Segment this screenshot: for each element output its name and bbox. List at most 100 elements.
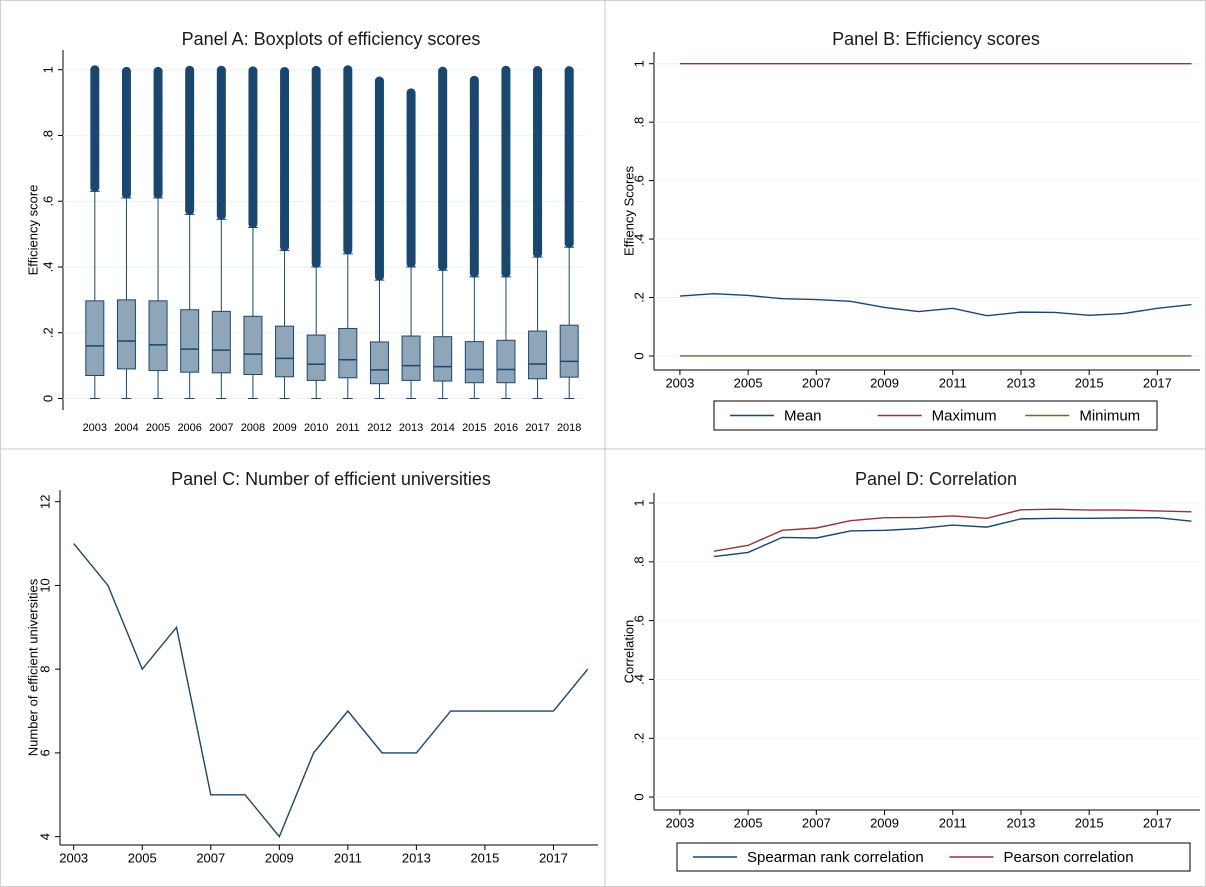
x-tick-label: 2007: [209, 422, 233, 434]
box: [306, 334, 326, 381]
y-tick-label: .2: [631, 733, 646, 744]
y-tick-label: .8: [631, 556, 646, 567]
x-tick-label: 2012: [367, 422, 391, 434]
x-tick-label: 2017: [1143, 815, 1172, 830]
outliers: [564, 66, 574, 248]
y-tick-label: .2: [631, 292, 646, 303]
outliers: [343, 65, 353, 255]
y-tick-label: 8: [37, 666, 52, 673]
outliers: [501, 65, 511, 278]
y-tick-label: .4: [631, 234, 646, 245]
x-tick-label: 2016: [494, 422, 518, 434]
legend-label: Spearman rank correlation: [747, 849, 924, 866]
y-tick-label: 1: [631, 60, 646, 67]
outlier-dot: [406, 88, 416, 98]
outlier-dot: [343, 65, 353, 75]
legend-label: Pearson correlation: [1004, 849, 1134, 866]
y-tick-label: .4: [40, 262, 55, 273]
box: [496, 339, 516, 384]
outlier-dot: [279, 66, 290, 77]
x-tick-label: 2017: [539, 850, 568, 865]
y-tick-label: 0: [631, 793, 646, 800]
y-tick-label: 0: [631, 352, 646, 359]
y-tick-label: 1: [40, 66, 55, 73]
legend-box: [713, 400, 1158, 431]
panel-title: Panel B: Efficiency scores: [832, 29, 1040, 49]
line-series: [679, 293, 1192, 317]
x-tick-label: 2007: [802, 815, 831, 830]
x-tick-label: 2015: [1075, 815, 1104, 830]
x-tick-label: 2011: [939, 375, 967, 390]
box: [116, 299, 136, 370]
box: [85, 300, 105, 376]
panel-title: Panel A: Boxplots of efficiency scores: [182, 29, 481, 49]
box: [275, 325, 295, 378]
x-tick-label: 2013: [1006, 815, 1035, 830]
box: [180, 309, 200, 373]
x-tick-label: 2005: [146, 422, 170, 434]
outliers: [279, 66, 290, 252]
outlier-dot: [185, 65, 195, 75]
panel-title: Panel D: Correlation: [855, 469, 1017, 489]
y-tick-label: .6: [40, 196, 55, 207]
x-tick-label: 2015: [470, 850, 499, 865]
x-tick-label: 2005: [734, 815, 763, 830]
box: [338, 327, 358, 379]
y-tick-label: .8: [40, 130, 55, 141]
x-tick-label: 2007: [196, 850, 225, 865]
x-tick-label: 2017: [525, 422, 549, 434]
x-tick-label: 2013: [1006, 375, 1035, 390]
x-tick-label: 2013: [402, 850, 431, 865]
x-tick-label: 2005: [734, 375, 763, 390]
x-tick-label: 2009: [272, 422, 296, 434]
outliers: [469, 75, 479, 278]
x-tick-label: 2011: [336, 422, 360, 434]
x-tick-label: 2003: [83, 422, 107, 434]
x-tick-label: 2006: [177, 422, 201, 434]
y-tick-label: 1: [631, 499, 646, 506]
box: [148, 300, 168, 372]
outliers: [121, 66, 132, 199]
outlier-dot: [374, 76, 385, 86]
x-tick-label: 2014: [430, 422, 454, 434]
x-tick-label: 2018: [557, 422, 581, 434]
x-tick-label: 2017: [1143, 375, 1172, 390]
outlier-dot: [121, 66, 132, 77]
y-tick-label: .2: [40, 327, 55, 338]
box: [464, 341, 484, 384]
outliers: [248, 66, 258, 229]
x-tick-label: 2003: [59, 850, 88, 865]
legend-label: Mean: [784, 407, 822, 424]
y-tick-label: .6: [631, 175, 646, 186]
x-tick-label: 2015: [462, 422, 486, 434]
outlier-dot: [564, 66, 574, 76]
y-tick-label: .6: [631, 615, 646, 626]
outlier-dot: [438, 66, 448, 76]
outliers: [216, 65, 226, 220]
outliers: [153, 66, 163, 199]
outlier-dot: [501, 65, 511, 75]
outliers: [532, 66, 543, 258]
outlier-dot: [90, 65, 100, 75]
x-tick-label: 2009: [870, 815, 899, 830]
x-tick-label: 2010: [304, 422, 328, 434]
x-tick-label: 2007: [802, 375, 831, 390]
outliers: [311, 65, 321, 268]
y-axis-label: Number of efficient universities: [25, 578, 40, 756]
outlier-dot: [216, 65, 226, 75]
outliers: [185, 65, 195, 215]
outliers: [90, 65, 100, 192]
x-tick-label: 2011: [334, 850, 362, 865]
x-tick-label: 2004: [114, 422, 138, 434]
y-tick-label: 6: [37, 749, 52, 756]
y-tick-label: 10: [37, 578, 52, 592]
x-tick-label: 2003: [665, 815, 694, 830]
box: [369, 341, 389, 385]
outlier-dot: [469, 75, 479, 85]
box: [211, 310, 231, 374]
x-tick-label: 2009: [870, 375, 899, 390]
x-tick-label: 2005: [128, 850, 157, 865]
line-series: [73, 543, 589, 838]
